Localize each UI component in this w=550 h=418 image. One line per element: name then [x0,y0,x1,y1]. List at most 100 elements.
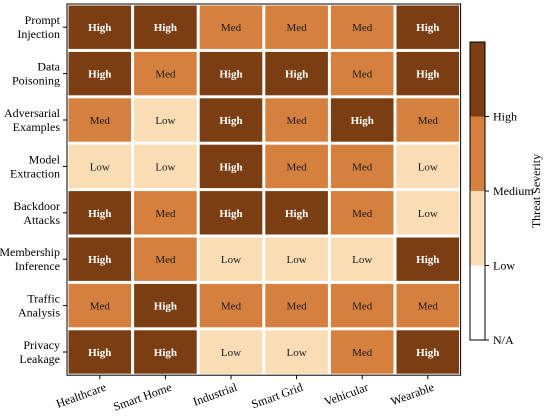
colorbar-tick-label-high: High [493,110,517,124]
heatmap-cell [68,144,132,189]
heatmap-cell [330,144,394,189]
heatmap-cell [265,237,328,281]
column-label-healthcare: Healthcare [54,380,108,411]
cell-value-label: High [219,161,242,173]
heatmap-cell [68,5,132,49]
cell-value-label: Low [221,254,241,266]
cell-value-label: High [351,115,374,127]
row-label-data-poisoning: Data Poisoning [12,60,61,88]
heatmap-cell [134,51,197,96]
row-label-adversarial-examples: Adversarial Examples [4,106,61,134]
column-label-industrial: Industrial [191,380,240,409]
colorbar: N/A Low Medium High [469,41,534,347]
colorbar-segment [470,191,485,266]
colorbar-tick-label-low: Low [493,259,515,273]
colorbar-segment [470,42,485,117]
heatmap-cell [265,51,328,96]
row-label-backdoor-attacks: Backdoor Attacks [13,199,60,227]
heatmap-cell [396,191,460,235]
cell-value-label: Med [155,208,176,220]
cell-value-label: Med [418,115,439,127]
heatmap-cell [265,283,328,328]
heatmap-cell [199,51,263,96]
heatmap-cell [134,237,197,281]
heatmap-cell [396,144,460,189]
cell-value-label: Med [155,69,176,81]
column-label-smart-home: Smart Home [111,380,173,414]
cell-value-label: High [88,22,111,34]
heatmap-cell [68,330,132,374]
heatmap-cell [199,144,263,189]
heatmap-cell [134,283,197,328]
row-label-membership-inference: Membership Inference [0,245,60,273]
heatmap-cells: High High Med Med Med High High Med High High Med H… [68,5,460,374]
cell-value-label: Med [287,161,308,173]
cell-value-label: Med [352,161,373,173]
colorbar-segment [470,116,485,191]
cell-value-label: Low [155,115,175,127]
heatmap-cell [330,237,394,281]
row-labels: Prompt Injection Data Poisoning Adversarial E… [0,13,67,366]
cell-value-label: Med [352,208,373,220]
cell-value-label: Med [352,22,373,34]
heatmap-cell [199,98,263,142]
heatmap-cell [265,144,328,189]
heatmap-cell [330,5,394,49]
cell-value-label: Med [352,347,373,359]
cell-value-label: Low [221,347,241,359]
heatmap-cell [68,191,132,235]
heatmap-cell [330,330,394,374]
cell-value-label: High [154,347,177,359]
cell-value-label: High [88,254,111,266]
heatmap-cell [396,51,460,96]
cell-value-label: Med [352,69,373,81]
cell-value-label: Low [418,208,438,220]
heatmap-cell [134,98,197,142]
cell-value-label: Med [90,115,111,127]
colorbar-tick-label-n-a: N/A [493,333,514,347]
heatmap-cell [265,191,328,235]
heatmap-cell [330,283,394,328]
heatmap-cell [134,144,197,189]
cell-value-label: Low [287,254,307,266]
cell-value-label: High [416,69,439,81]
heatmap-cell [68,98,132,142]
cell-value-label: High [88,208,111,220]
column-label-smart-grid: Smart Grid [249,380,304,412]
cell-value-label: High [285,208,308,220]
heatmap-cell [396,330,460,374]
colorbar-segment [470,265,485,340]
heatmap-cell [199,330,263,374]
heatmap-cell [134,330,197,374]
cell-value-label: High [219,69,242,81]
heatmap-cell [134,5,197,49]
heatmap-cell [396,237,460,281]
cell-value-label: Low [90,161,110,173]
cell-value-label: High [88,69,111,81]
cell-value-label: Med [287,22,308,34]
heatmap-cell [68,237,132,281]
cell-value-label: High [416,254,439,266]
row-label-privacy-leakage: Privacy Leakage [19,338,60,366]
heatmap-cell [199,283,263,328]
cell-value-label: Med [221,22,242,34]
cell-value-label: Low [287,347,307,359]
cell-value-label: Med [418,301,439,313]
cell-value-label: High [219,208,242,220]
cell-value-label: High [285,69,308,81]
heatmap-cell [396,98,460,142]
cell-value-label: Med [90,301,111,313]
colorbar-tick-label-medium: Medium [493,184,534,198]
cell-value-label: High [154,301,177,313]
heatmap-cell [134,191,197,235]
heatmap-cell [330,98,394,142]
cell-value-label: Low [352,254,372,266]
cell-value-label: High [88,347,111,359]
cell-value-label: High [416,347,439,359]
cell-value-label: Med [221,301,242,313]
column-label-vehicular: Vehicular [322,380,370,409]
cell-value-label: Med [287,115,308,127]
cell-value-label: Med [287,301,308,313]
heatmap-cell [396,283,460,328]
